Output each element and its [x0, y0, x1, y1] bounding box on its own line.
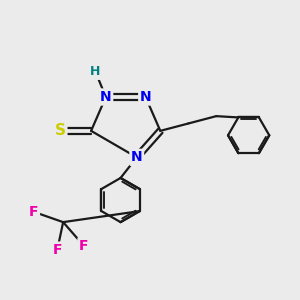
Text: N: N [131, 150, 142, 164]
Text: F: F [79, 239, 88, 253]
Text: F: F [52, 243, 62, 257]
Text: S: S [55, 123, 66, 138]
Text: N: N [100, 90, 112, 104]
Text: N: N [140, 90, 152, 104]
Text: F: F [29, 205, 38, 219]
Text: H: H [90, 65, 101, 79]
